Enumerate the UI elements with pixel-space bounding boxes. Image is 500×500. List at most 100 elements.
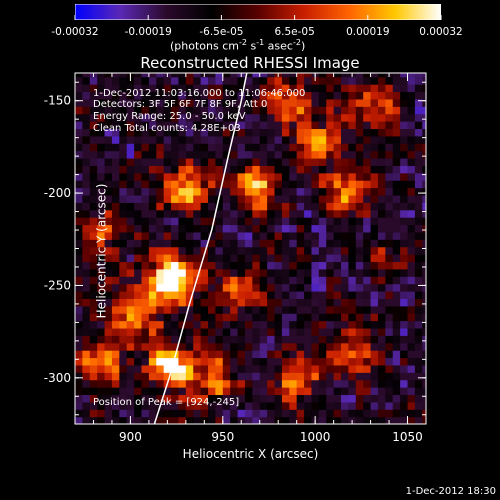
heatmap-cell [311, 165, 320, 174]
heatmap-cell [230, 268, 239, 277]
heatmap-cell [341, 113, 350, 122]
heatmap-cell [193, 187, 202, 196]
heatmap-cell [148, 113, 157, 122]
heatmap-cell [75, 379, 83, 388]
heatmap-cell [163, 305, 172, 314]
heatmap-cell [422, 239, 426, 248]
heatmap-cell [163, 84, 172, 93]
heatmap-cell [244, 416, 253, 424]
heatmap-cell [156, 202, 165, 211]
heatmap-cell [422, 194, 426, 203]
heatmap-cell [318, 320, 327, 329]
heatmap-cell [215, 224, 224, 233]
heatmap-cell [178, 217, 187, 226]
heatmap-cell [281, 335, 290, 344]
heatmap-cell [119, 84, 128, 93]
heatmap-cell [156, 298, 165, 307]
heatmap-cell [318, 254, 327, 263]
heatmap-cell [215, 261, 224, 270]
heatmap-cell [111, 350, 120, 359]
heatmap-cell [244, 73, 253, 78]
heatmap-cell [215, 409, 224, 418]
heatmap-cell [126, 180, 135, 189]
heatmap-cell [193, 91, 202, 100]
heatmap-cell [296, 91, 305, 100]
heatmap-cell [230, 313, 239, 322]
heatmap-cell [89, 372, 98, 381]
heatmap-cell [89, 224, 98, 233]
heatmap-cell [281, 409, 290, 418]
heatmap-cell [252, 150, 261, 159]
heatmap-cell [422, 261, 426, 270]
heatmap-cell [326, 180, 335, 189]
heatmap-cell [363, 305, 372, 314]
heatmap-cell [281, 394, 290, 403]
heatmap-cell [89, 165, 98, 174]
heatmap-cell [230, 150, 239, 159]
heatmap-cell [178, 209, 187, 218]
heatmap-cell [237, 150, 246, 159]
heatmap-cell [193, 113, 202, 122]
heatmap-cell [385, 335, 394, 344]
heatmap-cell [134, 135, 143, 144]
heatmap-cell [119, 372, 128, 381]
heatmap-cell [274, 313, 283, 322]
heatmap-cell [259, 150, 268, 159]
heatmap-cell [222, 261, 231, 270]
heatmap-cell [281, 202, 290, 211]
heatmap-cell [281, 327, 290, 336]
heatmap-cell [193, 121, 202, 130]
heatmap-cell [171, 73, 180, 78]
heatmap-cell [215, 84, 224, 93]
heatmap-cell [289, 121, 298, 130]
heatmap-cell [267, 73, 276, 78]
heatmap-cell [422, 73, 426, 78]
heatmap-cell [215, 91, 224, 100]
heatmap-cell [208, 128, 216, 137]
heatmap-cell [407, 394, 416, 403]
y-tick-label: -150 [44, 94, 71, 108]
heatmap-cell [259, 268, 268, 277]
heatmap-cell [141, 187, 150, 196]
heatmap-cell [363, 283, 372, 292]
heatmap-cell [163, 121, 172, 130]
heatmap-cell [341, 73, 350, 78]
heatmap-cell [400, 401, 409, 410]
heatmap-cell [230, 76, 239, 85]
heatmap-cell [237, 320, 246, 329]
heatmap-cell [274, 320, 283, 329]
heatmap-cell [97, 209, 106, 218]
heatmap-cell [304, 335, 313, 344]
heatmap-cell [348, 187, 357, 196]
heatmap-cell [407, 202, 416, 211]
heatmap-cell [304, 135, 313, 144]
heatmap-cell [341, 157, 350, 166]
heatmap-cell [348, 298, 357, 307]
heatmap-cell [281, 172, 290, 181]
heatmap-cell [237, 335, 246, 344]
heatmap-cell [230, 342, 239, 351]
heatmap-cell [104, 194, 113, 203]
heatmap-cell [370, 394, 379, 403]
heatmap-cell [171, 121, 180, 130]
heatmap-cell [289, 165, 298, 174]
heatmap-cell [348, 290, 357, 299]
heatmap-cell [244, 150, 253, 159]
heatmap-cell [222, 298, 231, 307]
heatmap-cell [104, 113, 113, 122]
heatmap-cell [355, 372, 364, 381]
heatmap-cell [267, 401, 276, 410]
heatmap-cell [370, 128, 379, 137]
heatmap-cell [208, 209, 216, 218]
heatmap-cell [156, 305, 165, 314]
heatmap-cell [171, 98, 180, 107]
heatmap-cell [392, 387, 401, 396]
heatmap-cell [341, 357, 350, 366]
heatmap-cell [267, 202, 276, 211]
heatmap-cell [222, 305, 231, 314]
heatmap-cell [82, 254, 91, 263]
heatmap-cell [281, 113, 290, 122]
heatmap-cell [333, 150, 342, 159]
heatmap-cell [385, 350, 394, 359]
heatmap-cell [414, 157, 423, 166]
